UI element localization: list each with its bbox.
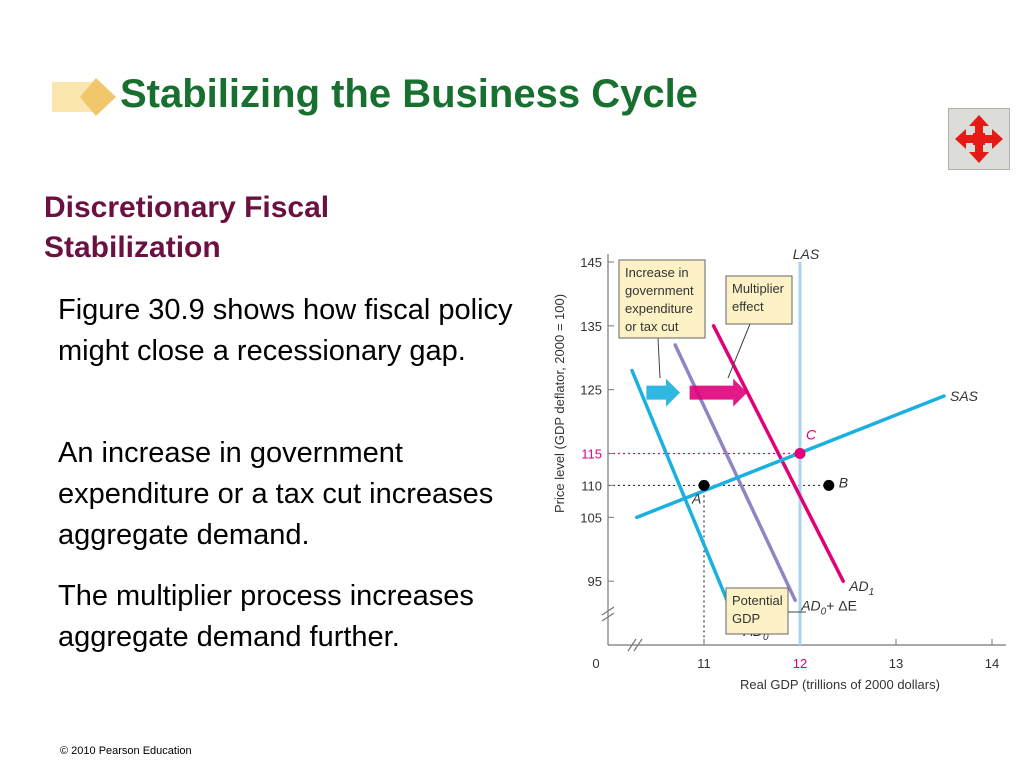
shift-arrow-1	[689, 378, 748, 407]
copyright-footer: © 2010 Pearson Education	[60, 745, 192, 757]
navigation-button[interactable]	[948, 108, 1010, 170]
point-C	[794, 448, 806, 459]
multiplier-callout-line: Multiplier	[732, 281, 785, 296]
x-tick-label: 12	[793, 656, 807, 671]
increase-callout-box	[618, 259, 706, 339]
increase-callout-line: Increase in	[625, 265, 689, 280]
y-tick-label: 95	[588, 574, 602, 589]
ad1-label: AD1	[848, 578, 874, 598]
increase-callout-leader	[657, 337, 661, 379]
chart-callouts: Increase in government expenditure or tax c…	[618, 259, 806, 635]
section-subtitle: Discretionary Fiscal Stabilization	[44, 191, 330, 264]
point-label-B: B	[839, 474, 848, 490]
x-axis-title: Real GDP (trillions of 2000 dollars)	[740, 677, 940, 692]
y-tick-label: 110	[581, 478, 602, 493]
chart-guides	[608, 452, 829, 645]
x-axis-break	[627, 638, 643, 652]
ad1-curve	[711, 324, 845, 583]
multiplier-callout-line: effect	[732, 299, 764, 314]
shift-arrow-0	[646, 378, 680, 407]
sas-label: SAS	[950, 388, 979, 404]
increase-callout-line: government	[625, 283, 694, 298]
las-label: LAS	[793, 246, 820, 262]
fiscal-policy-chart: 95 105 110 115 125 135 145 11 12 13 14 0 Real GDP (t…	[552, 246, 1006, 692]
point-B	[823, 479, 835, 491]
x-tick-label: 11	[697, 656, 711, 671]
y-tick-label: 115	[581, 447, 602, 462]
y-tick-label: 135	[580, 319, 602, 334]
increase-callout-line: expenditure	[625, 301, 693, 316]
paragraph-1: Figure 30.9 shows how fiscal policy migh…	[58, 294, 513, 367]
multiplier-callout-box	[725, 275, 793, 325]
y-axis-title: Price level (GDP deflator, 2000 = 100)	[552, 294, 567, 513]
point-label-C: C	[806, 427, 817, 443]
point-A	[698, 479, 710, 491]
potential-callout-box	[725, 587, 789, 635]
y-tick-label: 105	[580, 510, 602, 525]
paragraph-3: The multiplier process increases aggrega…	[58, 580, 474, 653]
y-tick-label: 145	[580, 255, 602, 270]
chart-shift-arrows	[646, 378, 748, 407]
point-label-A: A	[691, 490, 701, 506]
increase-callout-line: or tax cut	[625, 319, 679, 334]
paragraph-2: An increase in government expenditure or…	[58, 437, 494, 551]
page-title: Stabilizing the Business Cycle	[120, 72, 698, 116]
potential-callout-line: Potential	[732, 593, 783, 608]
x-tick-label: 13	[889, 656, 903, 671]
x-tick-label: 14	[985, 656, 999, 671]
y-tick-label: 125	[580, 383, 602, 398]
origin-label: 0	[592, 656, 599, 671]
chart-points	[698, 448, 835, 491]
y-axis-break	[601, 606, 615, 622]
ad-mid-label: AD0+ ΔE	[800, 597, 857, 617]
chart-curves	[630, 262, 946, 645]
multiplier-callout-leader	[727, 323, 751, 379]
title-bullet-icon	[52, 78, 118, 116]
chart-axes: 95 105 110 115 125 135 145 11 12 13 14 0 Real GDP (t…	[552, 254, 1006, 692]
four-way-arrow-icon	[955, 115, 1003, 163]
potential-callout-line: GDP	[732, 611, 760, 626]
sas-curve	[635, 394, 946, 520]
